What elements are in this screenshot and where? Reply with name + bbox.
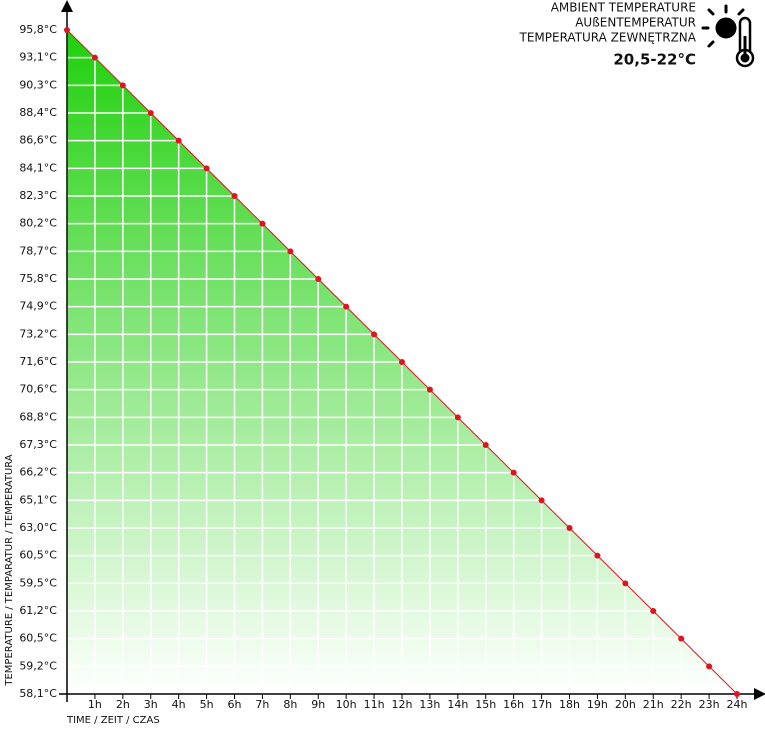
y-tick-label: 68,8°C (19, 410, 57, 423)
x-tick-label: 23h (699, 698, 720, 711)
point (734, 691, 740, 697)
y-tick-label: 65,1°C (19, 493, 57, 506)
x-tick-label: 20h (615, 698, 636, 711)
x-tick-label: 16h (503, 698, 524, 711)
point (566, 525, 573, 531)
point (343, 303, 350, 310)
x-tick-label: 19h (587, 698, 608, 711)
y-tick-label: 82,3°C (19, 189, 57, 202)
x-tick-label: 24h (727, 698, 748, 711)
x-tick-label: 12h (392, 698, 413, 711)
y-tick-label: 88,4°C (19, 106, 57, 119)
title-line: AUßENTEMPERATUR (575, 16, 696, 30)
y-tick-label: 60,5°C (19, 632, 57, 645)
y-tick-label: 60,5°C (19, 549, 57, 562)
point (231, 193, 238, 199)
y-tick-label: 93,1°C (19, 51, 57, 64)
x-tick-label: 8h (283, 698, 297, 711)
point (399, 359, 405, 365)
point (119, 82, 126, 89)
title-line: TEMPERATURA ZEWNĘTRZNA (518, 31, 696, 45)
title-line: AMBIENT TEMPERATURE (551, 1, 696, 15)
point (175, 137, 182, 144)
y-tick-label: 95,8°C (19, 23, 57, 36)
y-tick-label: 67,3°C (19, 438, 57, 451)
point (287, 248, 294, 255)
point (678, 635, 685, 642)
x-tick-label: 4h (172, 698, 186, 711)
x-tick-label: 14h (447, 698, 468, 711)
point (706, 663, 713, 670)
point (622, 580, 629, 587)
y-tick-label: 84,1°C (19, 161, 57, 174)
point (538, 497, 545, 504)
x-tick-label: 9h (311, 698, 325, 711)
point (454, 414, 461, 421)
y-tick-label: 75,8°C (19, 272, 57, 285)
y-tick-label: 59,2°C (19, 659, 57, 672)
x-tick-label: 18h (559, 698, 580, 711)
point (371, 331, 378, 338)
y-tick-label: 61,2°C (19, 604, 57, 617)
x-tick-label: 17h (531, 698, 552, 711)
y-tick-label: 66,2°C (19, 466, 57, 479)
x-tick-label: 15h (475, 698, 496, 711)
point (315, 276, 322, 282)
y-tick-label: 78,7°C (19, 244, 57, 257)
point (650, 608, 657, 614)
x-tick-label: 11h (364, 698, 385, 711)
point (594, 552, 601, 559)
x-tick-label: 13h (419, 698, 440, 711)
x-tick-label: 10h (336, 698, 357, 711)
point (510, 469, 517, 476)
point (91, 54, 98, 61)
subtitle: 20,5-22°C (613, 51, 696, 69)
y-tick-label: 59,5°C (19, 576, 57, 589)
y-tick-label: 63,0°C (19, 521, 57, 534)
x-tick-label: 5h (200, 698, 214, 711)
point (259, 220, 266, 227)
x-tick-label: 1h (88, 698, 102, 711)
y-tick-label: 86,6°C (19, 134, 57, 147)
weather-icon (701, 4, 755, 68)
y-tick-label: 74,9°C (19, 300, 57, 313)
x-axis-label: TIME / ZEIT / CZAS (66, 715, 160, 726)
point (64, 27, 70, 33)
x-tick-label: 21h (643, 698, 664, 711)
x-tick-label: 22h (671, 698, 692, 711)
x-tick-label: 3h (144, 698, 158, 711)
point (426, 386, 433, 393)
x-tick-label: 7h (255, 698, 269, 711)
y-tick-label: 58,1°C (19, 687, 57, 700)
y-tick-label: 90,3°C (19, 78, 57, 91)
y-tick-label: 73,2°C (19, 327, 57, 340)
y-tick-label: 80,2°C (19, 217, 57, 230)
point (147, 110, 154, 116)
point (203, 165, 210, 172)
y-axis-label: TEMPERATURE / TEMPARATUR / TEMPERATURA (4, 454, 15, 686)
x-tick-label: 6h (228, 698, 242, 711)
point (482, 442, 489, 448)
y-tick-label: 71,6°C (19, 355, 57, 368)
y-tick-label: 70,6°C (19, 383, 57, 396)
x-tick-label: 2h (116, 698, 130, 711)
